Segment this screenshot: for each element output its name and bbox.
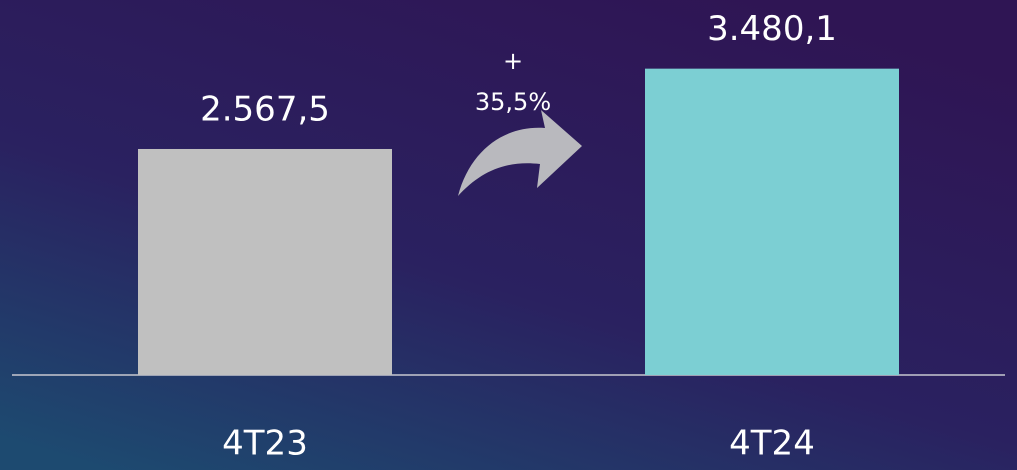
bar xyxy=(645,68,899,375)
growth-arrow xyxy=(458,110,582,196)
x-tick-label: 4T23 xyxy=(222,424,308,464)
bar xyxy=(138,148,392,375)
x-tick-label: 4T24 xyxy=(729,424,815,464)
annotation: 35,5% xyxy=(475,88,551,116)
value-label: 2.567,5 xyxy=(200,89,330,129)
annotation: + xyxy=(503,47,523,75)
value-label: 3.480,1 xyxy=(707,9,837,49)
